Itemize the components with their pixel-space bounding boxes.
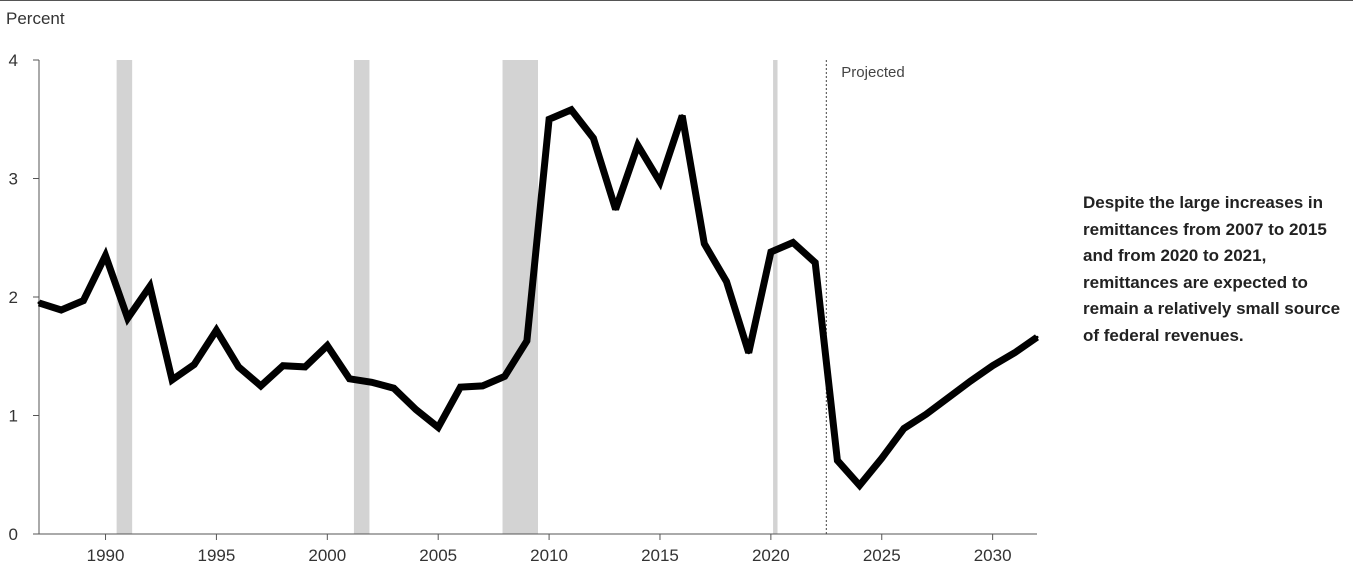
x-tick-label-2030: 2030 [974,546,1012,565]
data-point-2014 [636,143,640,147]
x-tick-label-2010: 2010 [530,546,568,565]
y-tick-label-0: 0 [9,525,18,544]
x-tick-label-2000: 2000 [308,546,346,565]
data-point-2024 [858,483,862,487]
data-point-2017 [702,242,706,246]
data-point-2022 [813,261,817,265]
data-point-2021 [791,240,795,244]
recession-band-0 [116,60,133,534]
data-point-2010 [547,117,551,121]
x-tick-label-1995: 1995 [198,546,236,565]
series-layer [37,105,1039,491]
recession-bands [116,60,778,534]
data-point-1997 [259,384,263,388]
y-tick-label-1: 1 [9,407,18,426]
x-tick-label-2025: 2025 [863,546,901,565]
data-point-2018 [725,280,729,284]
projection-label: Projected [841,64,904,81]
data-point-1989 [81,299,85,303]
x-tick-label-1990: 1990 [87,546,125,565]
data-point-2005 [436,425,440,429]
data-point-2029 [968,379,972,383]
data-point-1993 [170,378,174,382]
data-point-1992 [148,284,152,288]
axes: 0 1 2 3 4 1990 1995 2000 2005 2010 2015 2020 2025 203… [9,51,1037,565]
top-rule [0,0,1353,1]
data-point-2002 [370,380,374,384]
data-point-1988 [59,308,63,312]
data-point-2009 [525,339,529,343]
data-point-2007 [481,384,485,388]
data-point-2012 [591,136,595,140]
data-point-1995 [214,328,218,332]
data-point-1996 [237,365,241,369]
recession-band-1 [353,60,370,534]
data-point-2013 [614,207,618,211]
data-point-1994 [192,363,196,367]
series-line-0 [37,105,1039,491]
y-tick-label-2: 2 [9,288,18,307]
data-point-1990 [104,254,108,258]
data-point-1999 [303,365,307,369]
projection-marker: Projected [825,60,905,534]
data-point-2008 [503,374,507,378]
data-point-2030 [991,364,995,368]
data-point-2015 [658,180,662,184]
data-point-2027 [924,412,928,416]
data-point-2031 [1013,351,1017,355]
x-tick-label-2020: 2020 [752,546,790,565]
data-point-2006 [458,385,462,389]
data-point-1998 [281,364,285,368]
data-point-2028 [946,396,950,400]
data-point-2025 [880,456,884,460]
data-point-2026 [902,427,906,431]
y-tick-label-4: 4 [9,51,18,70]
y-axis-label: Percent [6,9,65,28]
annotation-text: Despite the large increases in remittanc… [1083,193,1341,345]
y-tick-label-3: 3 [9,170,18,189]
data-point-2011 [569,108,573,112]
data-point-2000 [325,344,329,348]
data-point-2001 [347,377,351,381]
data-point-2020 [769,250,773,254]
x-tick-label-2015: 2015 [641,546,679,565]
data-point-2004 [414,408,418,412]
data-point-2023 [835,459,839,463]
data-point-2019 [747,351,751,355]
data-point-2016 [680,114,684,118]
data-point-2032 [1035,335,1039,339]
recession-band-3 [773,60,778,534]
data-point-1987 [37,301,41,305]
x-tick-label-2005: 2005 [419,546,457,565]
data-point-1991 [126,316,130,320]
data-point-2003 [392,386,396,390]
